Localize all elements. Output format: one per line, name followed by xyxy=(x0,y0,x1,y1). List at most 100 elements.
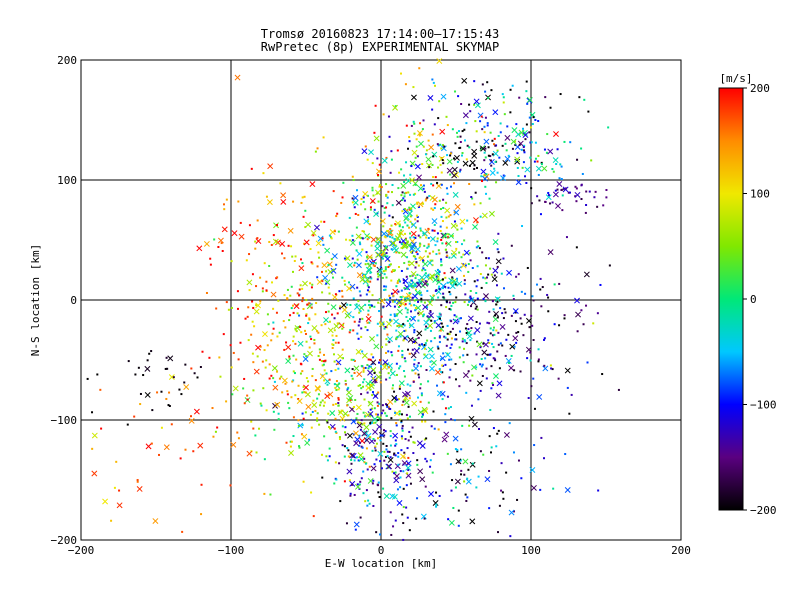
data-point-dot xyxy=(267,323,270,326)
colorbar-tick-label: 0 xyxy=(750,293,757,306)
data-point-dot xyxy=(367,358,370,361)
data-point-dot xyxy=(371,449,374,452)
data-point-x xyxy=(346,468,353,475)
data-point-dot xyxy=(349,304,352,307)
data-point-dot xyxy=(451,128,454,131)
data-point-dot xyxy=(496,432,499,435)
data-point-dot xyxy=(310,306,313,309)
data-point-dot xyxy=(426,315,429,318)
data-point-x xyxy=(392,104,399,111)
data-point-dot xyxy=(492,346,495,349)
data-point-x xyxy=(411,400,418,407)
data-point-x xyxy=(91,432,98,439)
data-point-x xyxy=(465,329,472,336)
data-point-dot xyxy=(450,343,453,346)
data-point-dot xyxy=(403,324,406,327)
data-point-dot xyxy=(265,409,268,412)
data-point-dot xyxy=(521,225,524,228)
data-point-dot xyxy=(436,237,439,240)
data-point-dot xyxy=(483,125,486,128)
data-point-x xyxy=(392,432,399,439)
data-point-dot xyxy=(349,492,352,495)
data-point-dot xyxy=(459,168,462,171)
data-point-dot xyxy=(445,201,448,204)
data-point-dot xyxy=(580,309,583,312)
data-point-dot xyxy=(212,435,215,438)
data-point-dot xyxy=(368,223,371,226)
data-point-dot xyxy=(357,337,360,340)
data-point-dot xyxy=(377,491,380,494)
data-point-dot xyxy=(402,339,405,342)
data-point-dot xyxy=(302,417,305,420)
data-point-dot xyxy=(449,463,452,466)
data-point-dot xyxy=(413,441,416,444)
data-point-dot xyxy=(351,239,354,242)
data-point-dot xyxy=(286,297,289,300)
data-point-dot xyxy=(374,262,377,265)
data-point-x xyxy=(454,478,461,485)
data-point-x xyxy=(368,383,375,390)
data-point-dot xyxy=(539,277,542,280)
data-point-dot xyxy=(460,103,463,106)
data-point-dot xyxy=(380,467,383,470)
data-point-dot xyxy=(165,356,168,359)
data-point-dot xyxy=(435,275,438,278)
data-point-dot xyxy=(336,383,339,386)
data-point-x xyxy=(369,198,376,205)
data-point-dot xyxy=(496,248,499,251)
data-point-dot xyxy=(461,130,464,133)
data-point-dot xyxy=(525,123,528,126)
data-point-dot xyxy=(534,118,537,121)
data-point-dot xyxy=(327,286,330,289)
data-point-dot xyxy=(139,403,142,406)
data-point-dot xyxy=(299,258,302,261)
data-point-dot xyxy=(450,320,453,323)
data-point-dot xyxy=(385,206,388,209)
data-point-dot xyxy=(378,185,381,188)
data-point-dot xyxy=(352,316,355,319)
data-point-dot xyxy=(361,248,364,251)
data-point-dot xyxy=(460,227,463,230)
data-point-dot xyxy=(301,370,304,373)
data-point-dot xyxy=(468,182,471,185)
data-point-dot xyxy=(523,151,526,154)
data-point-dot xyxy=(321,291,324,294)
data-point-dot xyxy=(490,273,493,276)
data-point-dot xyxy=(414,266,417,269)
data-point-dot xyxy=(393,305,396,308)
data-point-dot xyxy=(448,256,451,259)
data-point-dot xyxy=(271,281,274,284)
data-point-dot xyxy=(543,457,546,460)
data-point-dot xyxy=(375,413,378,416)
data-point-dot xyxy=(333,353,336,356)
data-point-dot xyxy=(449,152,452,155)
data-point-x xyxy=(329,410,336,417)
data-point-dot xyxy=(250,420,253,423)
data-point-dot xyxy=(391,354,394,357)
data-point-dot xyxy=(364,208,367,211)
data-point-x xyxy=(392,288,399,295)
data-point-x xyxy=(144,392,151,398)
data-point-dot xyxy=(360,364,363,367)
data-point-dot xyxy=(343,445,346,448)
data-point-dot xyxy=(276,276,279,279)
data-point-dot xyxy=(416,202,419,205)
data-point-dot xyxy=(345,522,348,525)
data-point-dot xyxy=(401,513,404,516)
data-point-dot xyxy=(468,103,471,106)
data-point-dot xyxy=(404,221,407,224)
data-point-dot xyxy=(283,257,286,260)
data-point-dot xyxy=(372,391,375,394)
data-point-dot xyxy=(457,130,460,133)
data-point-dot xyxy=(196,376,199,379)
data-point-dot xyxy=(433,320,436,323)
data-point-dot xyxy=(389,228,392,231)
data-point-x xyxy=(471,364,477,371)
data-point-x xyxy=(349,283,356,290)
data-point-dot xyxy=(482,342,485,345)
data-point-dot xyxy=(388,450,391,453)
data-point-dot xyxy=(390,319,393,322)
data-point-x xyxy=(372,428,379,435)
data-point-x xyxy=(439,355,446,362)
data-point-dot xyxy=(332,339,335,342)
